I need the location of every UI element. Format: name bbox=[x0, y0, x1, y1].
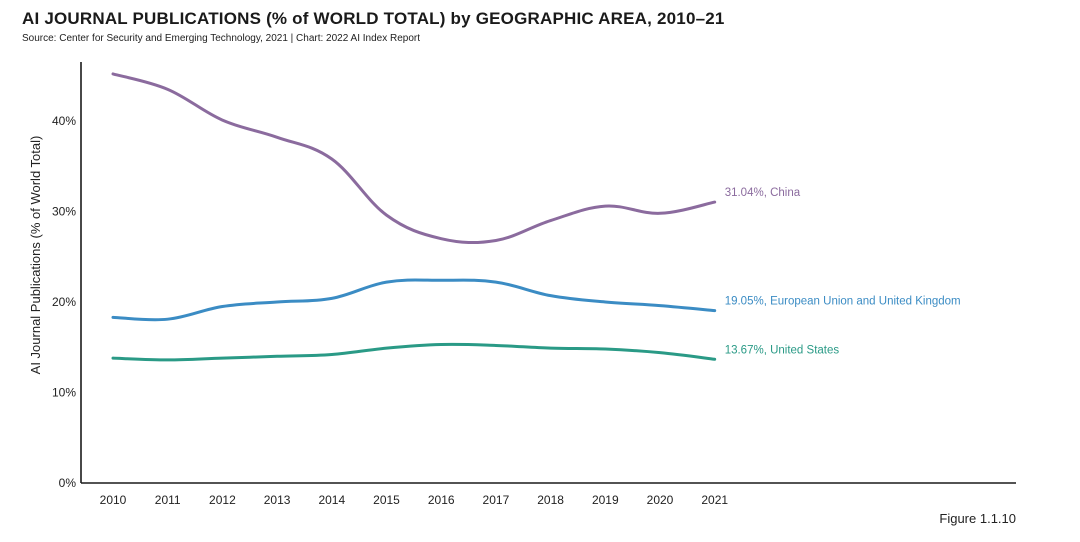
x-tick-label: 2021 bbox=[701, 493, 728, 507]
x-tick-label: 2010 bbox=[100, 493, 127, 507]
x-tick-label: 2017 bbox=[483, 493, 510, 507]
y-tick-label: 0% bbox=[59, 476, 77, 490]
x-tick-label: 2015 bbox=[373, 493, 400, 507]
y-axis-title: AI Journal Publications (% of World Tota… bbox=[28, 136, 43, 375]
series-line-united-states bbox=[111, 342, 717, 362]
series-lines bbox=[111, 72, 717, 362]
y-tick-label: 30% bbox=[52, 205, 76, 219]
x-tick-label: 2018 bbox=[537, 493, 564, 507]
series-line-eu-uk bbox=[111, 278, 717, 322]
y-tick-label: 20% bbox=[52, 295, 76, 309]
y-tick-label: 40% bbox=[52, 114, 76, 128]
x-tick-label: 2011 bbox=[155, 493, 181, 507]
x-tick-label: 2019 bbox=[592, 493, 619, 507]
series-label-china: 31.04%, China bbox=[725, 187, 801, 199]
figure-label: Figure 1.1.10 bbox=[939, 511, 1016, 526]
x-tick-label: 2020 bbox=[647, 493, 674, 507]
series-label-eu-uk: 19.05%, European Union and United Kingdo… bbox=[725, 296, 961, 308]
x-tick-label: 2016 bbox=[428, 493, 455, 507]
axes: AI Journal Publications (% of World Tota… bbox=[28, 62, 1016, 484]
x-tick-label: 2013 bbox=[264, 493, 291, 507]
x-tick-label: 2014 bbox=[318, 493, 345, 507]
series-line-china bbox=[111, 72, 717, 245]
series-labels: 31.04%, China 19.05%, European Union and … bbox=[725, 187, 961, 356]
y-tick-label: 10% bbox=[52, 386, 76, 400]
tick-labels: 0% 10% 20% 30% 40% 2010 2011 2012 2013 2014 2015 20… bbox=[52, 114, 728, 507]
x-tick-label: 2012 bbox=[209, 493, 236, 507]
chart-title: AI JOURNAL PUBLICATIONS (% of WORLD TOTA… bbox=[22, 9, 725, 28]
series-label-united-states: 13.67%, United States bbox=[725, 344, 840, 356]
chart-subtitle: Source: Center for Security and Emerging… bbox=[22, 33, 421, 44]
